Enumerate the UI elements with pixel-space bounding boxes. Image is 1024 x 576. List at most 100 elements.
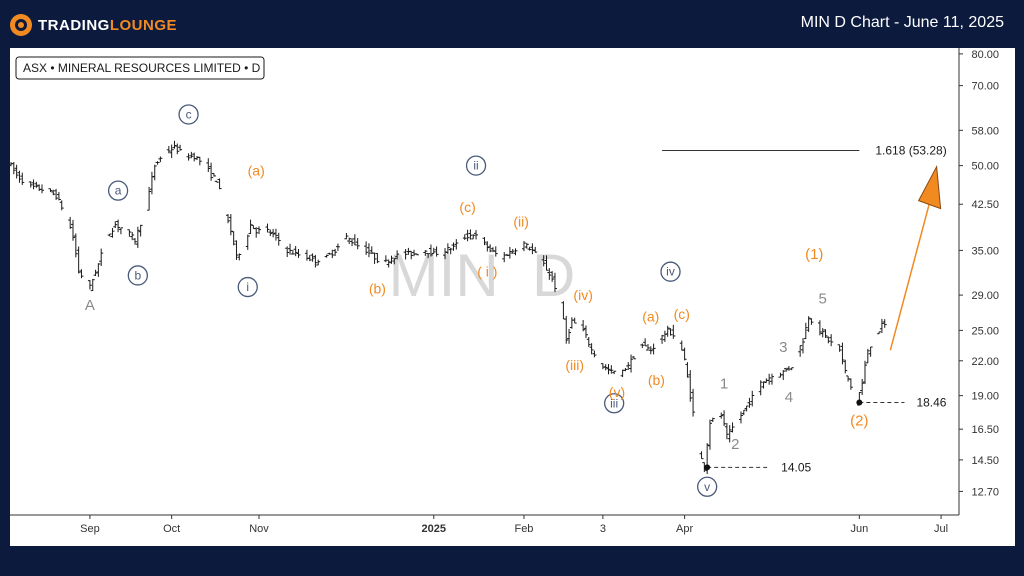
level-point bbox=[704, 464, 711, 471]
ohlc-bar bbox=[809, 318, 814, 325]
ohlc-bar bbox=[265, 223, 270, 233]
ohlc-bar bbox=[76, 246, 81, 274]
ohlc-bar bbox=[727, 425, 732, 443]
ohlc-bar bbox=[34, 181, 39, 188]
ohlc-bar bbox=[645, 344, 650, 351]
ohlc-bar bbox=[493, 246, 498, 257]
time-tick-label: Jul bbox=[934, 523, 948, 535]
ohlc-bar bbox=[110, 227, 115, 238]
ohlc-bar bbox=[569, 317, 574, 329]
wave-label: (b) bbox=[648, 372, 665, 388]
wave-label-circle bbox=[465, 155, 487, 176]
ohlc-bar bbox=[192, 152, 197, 162]
ohlc-bar bbox=[462, 234, 467, 240]
wave-label: (ii) bbox=[513, 214, 529, 230]
ohlc-bar bbox=[273, 228, 278, 241]
ohlc-bar bbox=[586, 337, 591, 347]
wave-label: (iii) bbox=[565, 357, 584, 373]
logo: TRADINGLOUNGE bbox=[10, 12, 177, 38]
ohlc-bar bbox=[485, 241, 490, 252]
wave-label: A bbox=[85, 297, 95, 314]
ohlc-bar bbox=[848, 378, 853, 390]
ohlc-bar bbox=[865, 348, 870, 364]
ohlc-bar bbox=[882, 319, 887, 328]
ohlc-bar bbox=[629, 354, 634, 373]
wave-label: (b) bbox=[369, 281, 386, 297]
ohlc-bar bbox=[631, 356, 636, 360]
ohlc-bar bbox=[211, 172, 216, 177]
ohlc-bar bbox=[169, 144, 174, 159]
ohlc-bar bbox=[572, 317, 577, 324]
ohlc-bar bbox=[347, 237, 352, 245]
wave-label: (v) bbox=[609, 384, 625, 400]
level-label: 14.05 bbox=[781, 460, 811, 474]
ohlc-bar bbox=[474, 230, 479, 240]
price-tick-label: 70.00 bbox=[971, 81, 999, 93]
price-tick-label: 22.00 bbox=[971, 356, 999, 368]
ohlc-bar bbox=[724, 422, 729, 440]
ohlc-bar bbox=[671, 324, 676, 339]
ohlc-bar bbox=[127, 229, 132, 237]
ohlc-bar bbox=[806, 316, 811, 332]
time-tick-label: 2025 bbox=[422, 523, 446, 535]
ohlc-bar bbox=[426, 253, 431, 259]
ohlc-bar bbox=[138, 224, 143, 237]
ohlc-bar bbox=[612, 370, 617, 375]
ohlc-bar bbox=[862, 360, 867, 385]
price-tick-label: 14.50 bbox=[971, 455, 999, 467]
ohlc-bar bbox=[741, 409, 746, 416]
ohlc-bar bbox=[665, 325, 670, 337]
ohlc-bar bbox=[623, 368, 628, 372]
ohlc-bar bbox=[513, 248, 518, 256]
ohlc-bar bbox=[544, 255, 549, 271]
ohlc-bar bbox=[195, 156, 200, 161]
wave-label: (iv) bbox=[573, 287, 592, 303]
ohlc-bar bbox=[197, 156, 202, 166]
ohlc-bar bbox=[392, 258, 397, 265]
price-tick-label: 25.00 bbox=[971, 325, 999, 337]
wave-label: 4 bbox=[785, 389, 793, 406]
ohlc-bar bbox=[335, 243, 340, 251]
ohlc-bar bbox=[784, 367, 789, 372]
ohlc-bar bbox=[271, 228, 276, 238]
wave-label-circle bbox=[603, 393, 625, 414]
ohlc-bar bbox=[54, 188, 59, 200]
ohlc-bar bbox=[107, 233, 112, 237]
ohlc-bar bbox=[166, 146, 171, 154]
ohlc-bar bbox=[448, 247, 453, 255]
ohlc-bar bbox=[434, 246, 439, 257]
ohlc-bar bbox=[366, 243, 371, 258]
ohlc-bar bbox=[423, 250, 428, 256]
wave-label: 1 bbox=[720, 375, 728, 392]
ohlc-bar bbox=[403, 248, 408, 260]
ohlc-bar bbox=[840, 342, 845, 365]
price-tick-label: 29.00 bbox=[971, 290, 999, 302]
ohlc-bar bbox=[879, 318, 884, 334]
ohlc-bar bbox=[37, 184, 42, 192]
ohlc-bar bbox=[521, 240, 526, 252]
ohlc-bar bbox=[51, 189, 56, 196]
ohlc-bar bbox=[730, 422, 735, 433]
ohlc-bar bbox=[761, 381, 766, 389]
time-tick-label: 3 bbox=[600, 523, 606, 535]
logo-text: TRADINGLOUNGE bbox=[38, 16, 177, 34]
ohlc-bar bbox=[510, 249, 515, 254]
ohlc-bar bbox=[507, 246, 512, 259]
ohlc-bar bbox=[454, 239, 459, 250]
ohlc-bar bbox=[603, 364, 608, 371]
wave-label: (a) bbox=[248, 162, 265, 178]
ohlc-bar bbox=[738, 411, 743, 424]
ohlc-bar bbox=[355, 238, 360, 250]
wave-label: v bbox=[704, 480, 710, 494]
ohlc-bar bbox=[691, 388, 696, 417]
ohlc-bar bbox=[829, 334, 834, 347]
ohlc-bar bbox=[56, 191, 61, 201]
ohlc-bar bbox=[789, 367, 794, 371]
ohlc-bar bbox=[581, 319, 586, 332]
wave-label: (2) bbox=[850, 413, 868, 430]
price-tick-label: 58.00 bbox=[971, 125, 999, 137]
ohlc-bar bbox=[800, 338, 805, 354]
wave-label-circle bbox=[660, 261, 681, 282]
